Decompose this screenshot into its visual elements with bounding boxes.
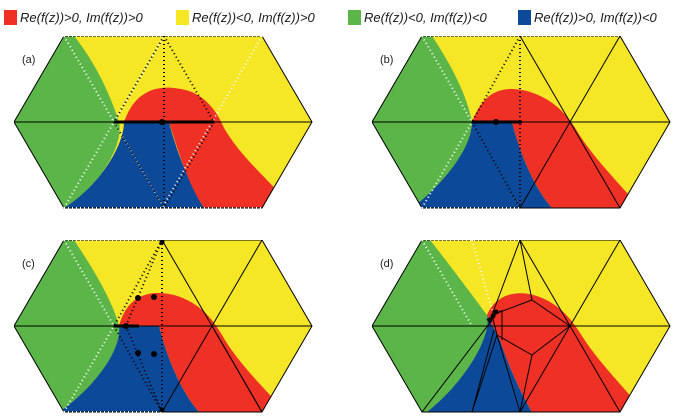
mesh-line <box>491 299 533 316</box>
legend-item-red: Re(f(z))>0, Im(f(z))>0 <box>4 8 143 26</box>
black-dotted-line <box>113 325 163 413</box>
mesh-line <box>471 334 498 413</box>
white-dotted-line <box>421 35 473 123</box>
legend-item-yellow: Re(f(z))<0, Im(f(z))>0 <box>176 8 315 26</box>
triangle-edge <box>519 35 621 209</box>
panel-label-a: (a) <box>22 54 36 66</box>
legend: Re(f(z))>0, Im(f(z))>0 Re(f(z))<0, Im(f(… <box>0 0 678 28</box>
black-dotted-line <box>471 35 521 123</box>
mesh-line <box>531 325 571 356</box>
legend-label-yellow: Re(f(z))<0, Im(f(z))>0 <box>192 9 315 25</box>
point-marker <box>490 313 496 319</box>
black-dotted-line <box>113 239 163 327</box>
legend-label-red: Re(f(z))>0, Im(f(z))>0 <box>20 9 143 25</box>
panel-d-diagram <box>371 239 671 413</box>
white-dotted-line <box>471 239 493 311</box>
legend-swatch-red <box>4 9 17 25</box>
point-marker <box>151 351 157 357</box>
black-dotted-line <box>113 35 165 123</box>
legend-swatch-blue <box>518 9 531 25</box>
mesh-line <box>519 239 533 301</box>
blue-region <box>64 122 204 208</box>
point-marker <box>159 119 165 125</box>
white-dotted-line <box>421 239 473 327</box>
mesh-line <box>496 334 521 413</box>
point-marker <box>159 407 165 413</box>
red-region <box>124 87 282 208</box>
legend-label-green: Re(f(z))<0, Im(f(z))<0 <box>364 9 487 25</box>
panel-a: (a) <box>13 35 324 210</box>
red-region <box>472 89 634 208</box>
blue-region <box>412 122 552 208</box>
point-marker <box>493 119 499 125</box>
point-marker <box>487 317 493 323</box>
point-marker <box>135 295 141 301</box>
red-region <box>119 293 279 412</box>
panel-c: (c) <box>13 239 324 414</box>
mesh-line <box>519 354 533 413</box>
mesh-line <box>471 329 495 413</box>
panel-label-d: (d) <box>380 258 394 270</box>
panel-b-diagram <box>371 35 671 209</box>
black-dotted-line <box>163 121 215 209</box>
black-dotted-line <box>113 121 165 209</box>
point-marker <box>159 239 165 245</box>
point-marker <box>151 294 157 300</box>
mesh-line <box>531 299 571 327</box>
white-dotted-line <box>63 239 115 327</box>
legend-item-blue: Re(f(z))>0, Im(f(z))<0 <box>518 8 657 26</box>
panel-label-b: (b) <box>380 54 394 66</box>
blue-region <box>59 326 199 412</box>
black-dotted-line <box>163 35 215 123</box>
legend-item-green: Re(f(z))<0, Im(f(z))<0 <box>348 8 487 26</box>
panel-label-c: (c) <box>22 258 35 270</box>
legend-label-blue: Re(f(z))>0, Im(f(z))<0 <box>534 9 657 25</box>
white-dotted-line <box>421 121 473 209</box>
point-marker <box>135 350 141 356</box>
panel-b: (b) <box>371 35 678 210</box>
blue-region <box>427 315 532 412</box>
panel-d: (d) <box>371 239 678 414</box>
mesh-line <box>491 239 521 316</box>
panel-c-diagram <box>13 239 313 413</box>
legend-swatch-yellow <box>176 9 189 25</box>
mesh-line <box>421 319 493 413</box>
panel-a-diagram <box>13 35 313 209</box>
white-dotted-line <box>63 325 115 413</box>
point-marker <box>123 323 129 329</box>
legend-swatch-green <box>348 9 361 25</box>
black-dotted-line <box>471 121 521 209</box>
red-region <box>487 293 638 412</box>
triangle-edge <box>211 325 263 413</box>
point-marker <box>493 309 499 315</box>
mesh-line <box>496 334 533 356</box>
